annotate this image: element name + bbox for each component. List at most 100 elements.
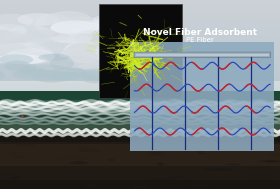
Ellipse shape: [51, 34, 92, 43]
Ellipse shape: [64, 56, 123, 64]
Ellipse shape: [95, 44, 129, 58]
Ellipse shape: [78, 62, 146, 71]
Bar: [0, 76, 280, 80]
Bar: [0, 3, 280, 7]
Bar: [0, 117, 280, 121]
Ellipse shape: [0, 51, 35, 64]
Ellipse shape: [0, 14, 34, 28]
Ellipse shape: [46, 71, 80, 81]
Ellipse shape: [0, 70, 5, 81]
Bar: [0, 24, 280, 28]
Ellipse shape: [79, 146, 91, 148]
Ellipse shape: [58, 158, 88, 159]
Ellipse shape: [6, 48, 55, 64]
Ellipse shape: [24, 37, 90, 54]
Ellipse shape: [244, 167, 274, 169]
Bar: [0, 38, 280, 42]
Ellipse shape: [6, 25, 53, 45]
Bar: [0, 83, 280, 87]
Bar: [0, 0, 280, 3]
Bar: [0, 90, 280, 92]
Ellipse shape: [32, 70, 71, 83]
Ellipse shape: [20, 64, 66, 71]
Ellipse shape: [53, 16, 107, 29]
Bar: [0, 31, 280, 35]
Ellipse shape: [249, 175, 270, 177]
Ellipse shape: [59, 26, 93, 45]
Ellipse shape: [104, 18, 132, 34]
Ellipse shape: [35, 13, 72, 35]
Bar: [0, 79, 280, 83]
Bar: [0, 27, 280, 31]
Bar: [0, 104, 280, 110]
Ellipse shape: [0, 54, 47, 64]
Ellipse shape: [148, 152, 165, 155]
Bar: [0, 101, 280, 102]
Ellipse shape: [198, 150, 204, 154]
Bar: [0, 97, 280, 101]
Ellipse shape: [170, 176, 186, 178]
Ellipse shape: [0, 25, 18, 46]
Bar: [0, 65, 280, 69]
Bar: [0, 59, 280, 62]
Bar: [0, 48, 280, 52]
Bar: [0, 142, 280, 180]
Bar: [0, 17, 280, 21]
Bar: [0, 10, 280, 14]
Ellipse shape: [50, 57, 74, 70]
Bar: [0, 62, 280, 66]
Ellipse shape: [19, 67, 45, 74]
Ellipse shape: [20, 30, 69, 43]
Ellipse shape: [95, 24, 157, 46]
Bar: [0, 55, 280, 59]
Ellipse shape: [61, 72, 94, 81]
Bar: [0, 136, 280, 189]
Ellipse shape: [157, 163, 164, 166]
Ellipse shape: [64, 44, 101, 63]
FancyBboxPatch shape: [134, 52, 271, 58]
Ellipse shape: [160, 143, 173, 146]
Ellipse shape: [85, 184, 96, 187]
Ellipse shape: [60, 47, 104, 63]
Ellipse shape: [50, 23, 83, 34]
Bar: [0, 93, 280, 95]
Ellipse shape: [196, 153, 211, 154]
Ellipse shape: [0, 30, 24, 47]
Bar: [0, 125, 280, 129]
Ellipse shape: [11, 177, 20, 179]
Ellipse shape: [18, 48, 53, 55]
Ellipse shape: [265, 160, 280, 163]
Ellipse shape: [108, 158, 114, 161]
Ellipse shape: [86, 38, 154, 58]
Ellipse shape: [98, 14, 126, 32]
Bar: [0, 132, 280, 140]
Ellipse shape: [0, 42, 32, 63]
Bar: [0, 88, 280, 90]
Ellipse shape: [35, 57, 67, 76]
Ellipse shape: [0, 43, 48, 52]
Ellipse shape: [63, 41, 105, 63]
Ellipse shape: [11, 69, 61, 80]
Ellipse shape: [92, 13, 151, 28]
Ellipse shape: [0, 24, 27, 40]
Bar: [0, 108, 280, 113]
Bar: [0, 125, 280, 136]
Ellipse shape: [4, 60, 31, 71]
Bar: [0, 13, 280, 17]
Bar: [99, 4, 182, 98]
Bar: [130, 42, 274, 151]
Ellipse shape: [100, 15, 130, 34]
Bar: [0, 72, 280, 76]
Bar: [0, 81, 280, 83]
Ellipse shape: [50, 20, 101, 34]
Ellipse shape: [76, 149, 83, 150]
Bar: [0, 7, 280, 10]
Ellipse shape: [45, 11, 91, 28]
Bar: [0, 121, 280, 125]
Ellipse shape: [268, 154, 280, 156]
Bar: [0, 20, 280, 24]
Bar: [0, 113, 280, 117]
Ellipse shape: [71, 20, 116, 35]
Bar: [0, 91, 280, 93]
Ellipse shape: [0, 54, 33, 65]
